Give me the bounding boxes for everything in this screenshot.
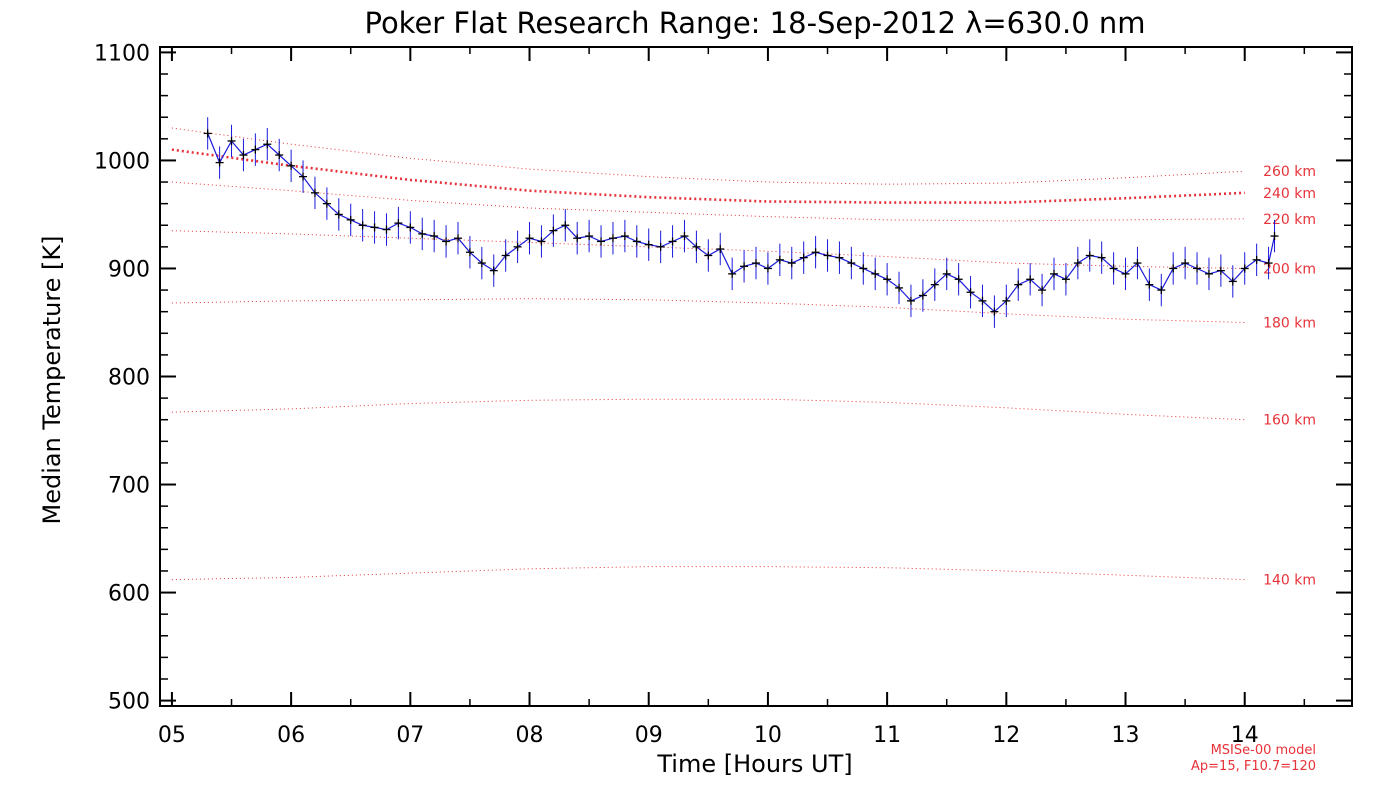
model-curve [171,148,1245,204]
x-tick-label: 11 [873,723,901,748]
model-curve [171,298,1245,323]
model-curve-label: 180 km [1263,316,1316,332]
model-curve-label: 220 km [1263,212,1316,228]
model-curve-label: 160 km [1263,413,1316,429]
y-tick-label: 500 [108,690,150,715]
measured-series [203,117,1279,328]
model-note-line-1: MSISe-00 model [1211,743,1316,758]
y-axis-label: Median Temperature [K] [38,235,66,524]
y-tick-label: 1100 [94,41,150,66]
model-curve-label: 200 km [1263,262,1316,278]
x-tick-label: 14 [1231,723,1259,748]
y-tick-label: 700 [108,474,150,499]
x-tick-label: 08 [516,723,544,748]
chart-title: Poker Flat Research Range: 18-Sep-2012 λ… [364,6,1145,40]
x-tick-label: 05 [158,723,186,748]
x-tick-label: 06 [277,723,305,748]
model-curve-label: 240 km [1263,186,1316,202]
model-curve [171,398,1245,421]
model-curve [171,127,1245,185]
x-tick-label: 09 [635,723,663,748]
x-tick-label: 07 [396,723,424,748]
model-curve [171,566,1245,581]
model-curve-label: 140 km [1263,573,1316,589]
x-axis-label: Time [Hours UT] [656,750,852,778]
measured-line [207,133,1276,313]
y-tick-label: 1000 [94,149,150,174]
model-note-line-2: Ap=15, F10.7=120 [1191,759,1316,774]
axes: 05 06 07 08 09 10 11 12 13 14 500 600 700 800 900 1000 1… [94,41,1353,748]
plot-frame [159,46,1353,707]
model-curve [171,181,1245,222]
model-curves: 140 km 160 km 180 km 200 km 220 km 240 km 260 … [171,127,1316,589]
y-tick-label: 900 [108,258,150,283]
x-tick-label: 12 [992,723,1020,748]
model-curve-label: 260 km [1263,164,1316,180]
x-tick-label: 10 [754,723,782,748]
y-tick-label: 800 [108,366,150,391]
y-tick-label: 600 [108,582,150,607]
x-tick-label: 13 [1112,723,1140,748]
